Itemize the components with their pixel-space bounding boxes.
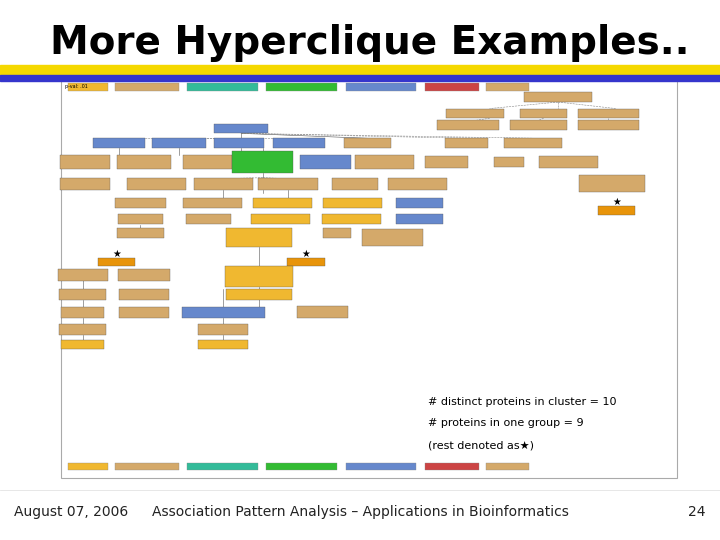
Bar bbox=[115, 463, 179, 470]
Bar bbox=[355, 156, 414, 168]
Bar bbox=[232, 151, 294, 173]
Bar bbox=[577, 109, 639, 118]
Bar bbox=[194, 178, 253, 190]
Bar bbox=[323, 198, 382, 208]
Bar bbox=[226, 289, 292, 300]
Bar bbox=[115, 83, 179, 91]
Bar bbox=[152, 138, 206, 148]
Bar bbox=[68, 83, 108, 91]
Text: ★: ★ bbox=[302, 249, 310, 259]
Bar bbox=[362, 229, 423, 246]
Bar bbox=[524, 92, 593, 102]
Bar bbox=[297, 306, 348, 318]
Bar bbox=[127, 178, 186, 190]
Text: # proteins in one group = 9: # proteins in one group = 9 bbox=[428, 418, 584, 429]
Bar bbox=[494, 157, 524, 167]
Bar bbox=[198, 324, 248, 335]
Bar bbox=[396, 198, 443, 208]
Text: p-val: .01: p-val: .01 bbox=[65, 84, 88, 90]
Bar bbox=[251, 214, 310, 224]
Bar bbox=[539, 156, 598, 168]
Bar bbox=[58, 269, 108, 281]
Bar bbox=[117, 228, 164, 238]
Bar bbox=[118, 269, 170, 281]
Bar bbox=[214, 138, 264, 148]
Text: (rest denoted as★): (rest denoted as★) bbox=[428, 440, 534, 450]
Text: ★: ★ bbox=[112, 249, 121, 259]
Text: # distinct proteins in cluster = 10: # distinct proteins in cluster = 10 bbox=[428, 397, 617, 407]
Bar bbox=[486, 83, 529, 91]
Bar bbox=[119, 307, 169, 318]
Bar bbox=[446, 109, 504, 118]
Bar bbox=[187, 83, 258, 91]
Bar bbox=[577, 120, 639, 130]
Bar bbox=[579, 176, 645, 192]
Bar bbox=[187, 463, 258, 470]
Bar bbox=[61, 76, 677, 478]
Bar bbox=[486, 463, 529, 470]
Bar bbox=[346, 463, 416, 470]
Text: 24: 24 bbox=[688, 505, 706, 519]
Text: Association Pattern Analysis – Applications in Bioinformatics: Association Pattern Analysis – Applicati… bbox=[152, 505, 568, 519]
Bar bbox=[425, 463, 479, 470]
Bar bbox=[61, 340, 104, 349]
Bar bbox=[60, 156, 110, 168]
Bar bbox=[215, 124, 269, 133]
Bar bbox=[117, 156, 171, 168]
Bar bbox=[60, 289, 107, 300]
Bar bbox=[183, 198, 242, 208]
Bar bbox=[425, 156, 468, 168]
Bar bbox=[521, 109, 567, 118]
Bar bbox=[60, 178, 110, 190]
Bar bbox=[60, 324, 107, 335]
Bar bbox=[445, 138, 488, 148]
Bar bbox=[346, 83, 416, 91]
Text: More Hyperclique Examples..: More Hyperclique Examples.. bbox=[50, 24, 690, 62]
Bar bbox=[300, 156, 351, 168]
Bar bbox=[68, 463, 108, 470]
Bar bbox=[273, 138, 325, 148]
Bar bbox=[225, 266, 294, 287]
Bar bbox=[510, 120, 567, 130]
Bar bbox=[504, 138, 562, 148]
Bar bbox=[61, 307, 104, 318]
Bar bbox=[266, 83, 337, 91]
Bar bbox=[198, 340, 248, 349]
Bar bbox=[98, 258, 135, 266]
Bar bbox=[322, 214, 381, 224]
Bar bbox=[438, 120, 498, 130]
Bar bbox=[344, 138, 390, 148]
Bar bbox=[183, 156, 232, 168]
Bar bbox=[0, 75, 720, 81]
Bar bbox=[93, 138, 145, 148]
Bar bbox=[425, 83, 479, 91]
Bar bbox=[0, 65, 720, 75]
Bar bbox=[331, 178, 379, 190]
Bar bbox=[396, 214, 443, 224]
Text: ★: ★ bbox=[612, 197, 621, 207]
Bar bbox=[266, 463, 337, 470]
Bar bbox=[115, 198, 166, 208]
Bar bbox=[287, 258, 325, 266]
Bar bbox=[181, 307, 265, 318]
Bar bbox=[388, 178, 447, 190]
Bar bbox=[323, 228, 351, 238]
Bar bbox=[253, 198, 312, 208]
Bar bbox=[258, 178, 318, 190]
Bar bbox=[119, 289, 169, 300]
Text: August 07, 2006: August 07, 2006 bbox=[14, 505, 129, 519]
Bar bbox=[226, 228, 292, 247]
Bar bbox=[186, 214, 231, 224]
Bar bbox=[118, 214, 163, 224]
Bar bbox=[598, 206, 635, 215]
